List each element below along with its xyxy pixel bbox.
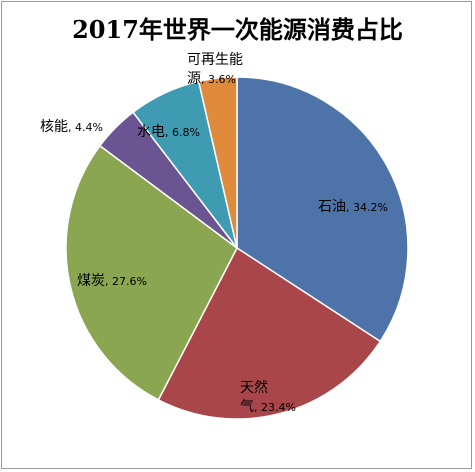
data-label-2: 煤炭, 27.6% (77, 273, 147, 289)
pie-slice-1 (157, 246, 382, 420)
chart-title: 2017年世界一次能源消费占比 (72, 15, 403, 44)
data-label-4: 水电, 6.8% (137, 124, 200, 140)
data-label-0: 石油, 34.2% (318, 199, 388, 215)
data-label-1: 天然气, 23.4% (240, 379, 296, 415)
pie-slice-2 (65, 144, 238, 401)
data-label-5: 可再生能源, 3.6% (187, 52, 243, 87)
pie-slice-5 (197, 76, 238, 249)
data-label-3: 核能, 4.4% (40, 119, 103, 135)
